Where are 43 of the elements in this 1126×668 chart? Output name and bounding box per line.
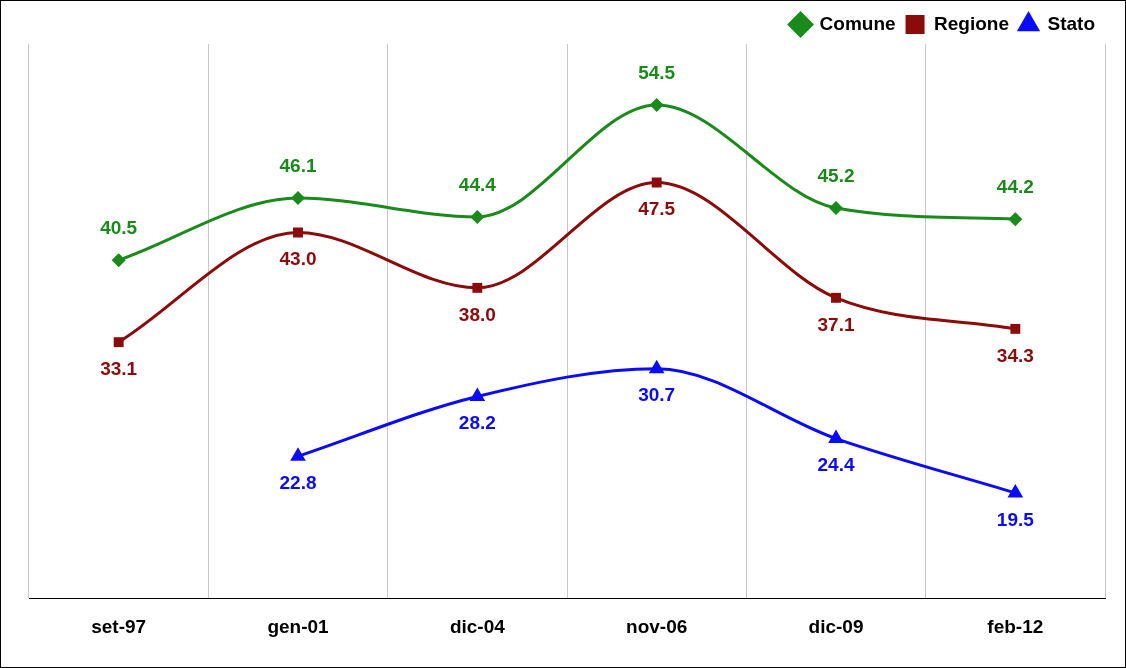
point — [472, 282, 483, 293]
point — [1007, 483, 1024, 498]
point — [1010, 323, 1021, 334]
data-label: 28.2 — [458, 412, 496, 434]
legend-label: Stato — [1047, 12, 1095, 34]
point — [113, 337, 124, 348]
data-label: 46.1 — [279, 154, 317, 176]
data-label: 34.3 — [996, 344, 1034, 366]
data-label: 37.1 — [817, 313, 855, 335]
point — [111, 253, 126, 268]
data-label: 43.0 — [279, 248, 317, 270]
legend-label: Regione — [934, 12, 1009, 34]
x-tick-label: set-97 — [91, 615, 147, 637]
x-tick-label: dic-04 — [449, 615, 506, 637]
point — [831, 292, 841, 303]
x-tick-label: feb-12 — [987, 615, 1044, 637]
data-label: 44.2 — [996, 175, 1034, 197]
point — [293, 227, 303, 238]
data-label: 19.5 — [996, 508, 1035, 530]
data-label: 33.1 — [100, 357, 138, 379]
point — [291, 191, 305, 206]
point — [649, 97, 664, 112]
legend-label: Comune — [819, 12, 896, 34]
data-label: 38.0 — [458, 303, 496, 325]
data-label: 54.5 — [638, 61, 676, 83]
point — [469, 387, 486, 401]
data-label: 47.5 — [638, 198, 676, 220]
point — [829, 201, 843, 216]
data-label: 45.2 — [817, 164, 855, 186]
data-label: 30.7 — [638, 384, 676, 406]
data-label: 40.5 — [100, 216, 138, 238]
x-tick-label: nov-06 — [626, 615, 688, 637]
point — [648, 359, 665, 374]
point — [828, 429, 844, 444]
x-tick-label: dic-09 — [808, 615, 864, 637]
point — [651, 177, 662, 188]
data-label: 24.4 — [817, 454, 855, 476]
data-label: 22.8 — [279, 472, 317, 494]
point — [470, 209, 485, 224]
x-tick-label: gen-01 — [267, 615, 330, 637]
point — [1008, 212, 1023, 227]
point — [290, 447, 306, 461]
data-label: 44.4 — [458, 173, 497, 195]
